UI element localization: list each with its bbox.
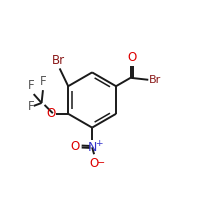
Text: −: −: [97, 158, 105, 168]
Text: F: F: [40, 75, 47, 88]
Text: O: O: [89, 157, 98, 170]
Text: N: N: [87, 141, 97, 154]
Text: O: O: [127, 51, 136, 64]
Text: O: O: [46, 107, 55, 120]
Text: F: F: [27, 100, 34, 113]
Text: O: O: [70, 140, 79, 153]
Text: +: +: [95, 139, 103, 148]
Text: F: F: [27, 79, 34, 92]
Text: Br: Br: [149, 75, 162, 85]
Text: Br: Br: [52, 54, 65, 67]
